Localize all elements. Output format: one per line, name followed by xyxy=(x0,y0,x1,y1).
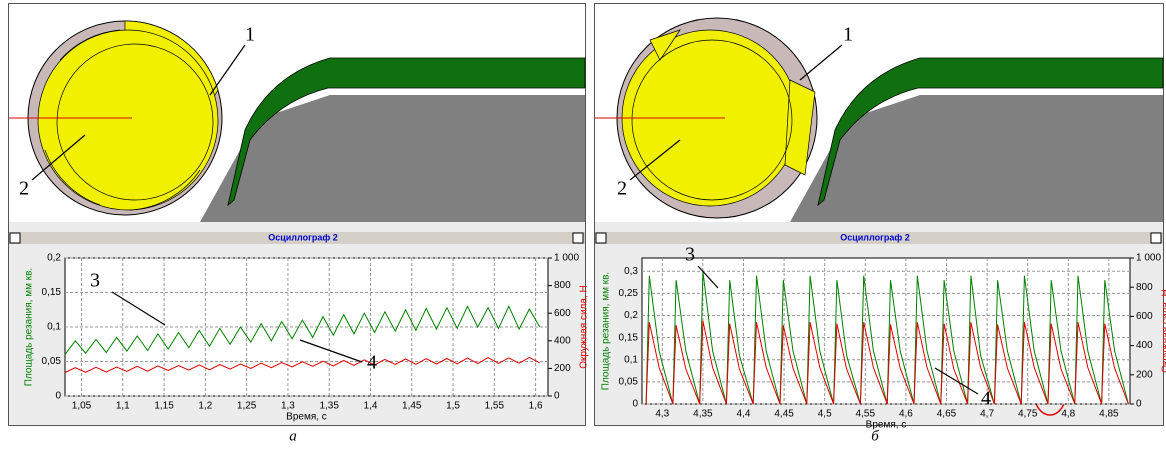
scroll-button[interactable] xyxy=(573,233,583,243)
x-tick-label: 1,4 xyxy=(364,401,378,412)
y-axis-label: Площадь резания, мм кв. xyxy=(24,268,35,386)
y-axis-label: Площадь резания, мм кв. xyxy=(601,272,612,390)
annotation: 3 xyxy=(90,270,100,292)
x-tick-label: 1,6 xyxy=(529,401,543,412)
chart-title: Осциллограф 2 xyxy=(268,232,338,242)
y-tick-label: 0,1 xyxy=(47,322,61,333)
x-tick-label: 4,6 xyxy=(899,409,913,420)
x-tick-label: 4,35 xyxy=(693,409,713,420)
x-tick-label: 4,85 xyxy=(1099,409,1119,420)
annotation: 3 xyxy=(685,244,695,266)
y2-tick-label: 1 000 xyxy=(554,253,579,264)
caption: б xyxy=(871,428,879,444)
annotation: 2 xyxy=(617,178,627,200)
y-tick-label: 0,15 xyxy=(619,332,639,343)
x-tick-label: 4,75 xyxy=(1018,409,1038,420)
y-tick-label: 0,05 xyxy=(619,377,639,388)
chart-title: Осциллограф 2 xyxy=(840,232,910,242)
y-tick-label: 0,1 xyxy=(624,354,638,365)
x-tick-label: 4,55 xyxy=(856,409,876,420)
x-tick-label: 1,45 xyxy=(402,401,422,412)
y2-tick-label: 400 xyxy=(1136,340,1153,351)
y2-tick-label: 1 000 xyxy=(1136,253,1161,264)
annotation: 4 xyxy=(367,352,377,374)
y2-tick-label: 200 xyxy=(554,363,571,374)
scroll-button[interactable] xyxy=(1151,233,1161,243)
y2-tick-label: 600 xyxy=(554,308,571,319)
x-tick-label: 4,3 xyxy=(655,409,669,420)
plot-area xyxy=(642,258,1130,404)
y-tick-label: 0,2 xyxy=(624,310,638,321)
scroll-button[interactable] xyxy=(10,233,20,243)
tool-core xyxy=(38,30,218,210)
y2-tick-label: 0 xyxy=(554,391,560,402)
y2-tick-label: 0 xyxy=(1136,399,1142,410)
y-tick-label: 0,05 xyxy=(42,356,62,367)
x-tick-label: 1,3 xyxy=(281,401,295,412)
y2-tick-label: 400 xyxy=(554,335,571,346)
y2-tick-label: 800 xyxy=(1136,282,1153,293)
x-tick-label: 1,5 xyxy=(446,401,460,412)
x-tick-label: 1,55 xyxy=(485,401,505,412)
y2-axis-label: Окружная сила, Н xyxy=(579,285,590,368)
y-tick-label: 0,2 xyxy=(47,253,61,264)
annotation: 1 xyxy=(245,24,255,46)
scroll-button[interactable] xyxy=(596,233,606,243)
y-tick-label: 0 xyxy=(632,399,638,410)
x-tick-label: 1,35 xyxy=(319,401,339,412)
y2-tick-label: 600 xyxy=(1136,311,1153,322)
x-tick-label: 4,45 xyxy=(774,409,794,420)
annotation: 1 xyxy=(843,24,853,46)
y2-tick-label: 800 xyxy=(554,280,571,291)
x-tick-label: 4,8 xyxy=(1061,409,1075,420)
x-tick-label: 1,25 xyxy=(237,401,257,412)
x-tick-label: 1,2 xyxy=(198,401,212,412)
x-tick-label: 1,15 xyxy=(154,401,174,412)
caption: а xyxy=(289,428,297,444)
x-tick-label: 4,7 xyxy=(980,409,994,420)
annotation: 2 xyxy=(19,178,29,200)
y2-tick-label: 200 xyxy=(1136,369,1153,380)
y-tick-label: 0,25 xyxy=(619,288,639,299)
x-axis-label: Время, с xyxy=(286,412,327,423)
x-tick-label: 1,05 xyxy=(72,401,92,412)
y-tick-label: 0 xyxy=(55,391,61,402)
y-tick-label: 0,15 xyxy=(42,287,62,298)
x-tick-label: 4,4 xyxy=(737,409,751,420)
annotation: 4 xyxy=(981,388,991,410)
x-tick-label: 1,1 xyxy=(116,401,130,412)
x-tick-label: 4,5 xyxy=(818,409,832,420)
x-tick-label: 4,65 xyxy=(937,409,957,420)
figure: 1,05 1,1 1,15 1,2 1,25 1,3 1,35 1,4 1,45 1,5 1,55 1… xyxy=(0,0,1166,447)
y2-axis-label: Окружная сила, Н xyxy=(1161,289,1166,372)
y-tick-label: 0,3 xyxy=(624,266,638,277)
